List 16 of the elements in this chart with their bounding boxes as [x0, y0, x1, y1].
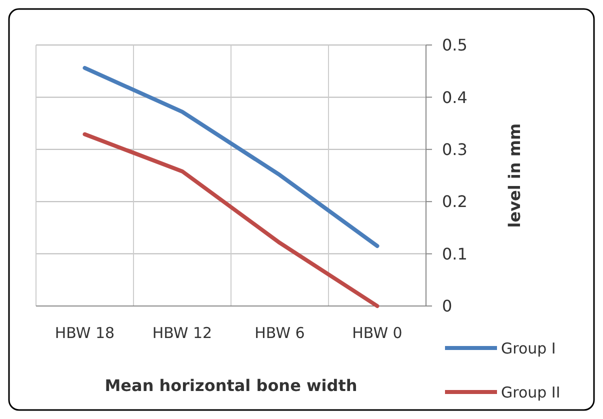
x-axis-title: Mean horizontal bone width [104, 376, 358, 395]
legend-label: Group II [501, 383, 560, 402]
legend-label: Group I [501, 339, 556, 358]
y-tick-label: 0 [442, 296, 452, 316]
y-tick-label: 0.5 [442, 36, 468, 55]
y-tick-label: 0.1 [442, 244, 468, 264]
y-tick-label: 0.2 [442, 192, 468, 212]
x-tick-label: HBW 6 [254, 324, 305, 342]
x-tick-label: HBW 18 [54, 324, 115, 342]
y-axis-title: level in mm [505, 123, 524, 228]
line-series [82, 66, 380, 248]
y-tick-label: 0.4 [442, 88, 468, 107]
x-tick-label: HBW 12 [152, 324, 212, 342]
y-tick-label: 0.3 [442, 140, 468, 159]
line-series [82, 132, 380, 308]
x-tick-label: HBW 0 [352, 324, 402, 342]
